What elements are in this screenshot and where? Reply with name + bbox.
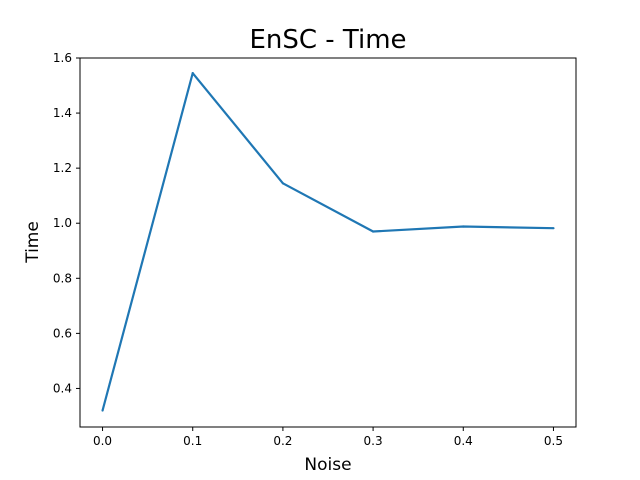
y-tick-label: 1.6 [53, 51, 72, 65]
x-tick-label: 0.1 [183, 434, 202, 448]
x-tick-label: 0.0 [93, 434, 112, 448]
data-point [371, 230, 375, 233]
x-tick-label: 0.4 [454, 434, 473, 448]
data-point [101, 409, 104, 412]
y-axis-label: Time [23, 221, 43, 264]
x-tick-label: 0.3 [364, 434, 383, 448]
data-point [462, 225, 465, 228]
axis-ticks: 0.0 0.1 0.2 0.3 0.4 0.5 0.4 0.6 0.8 1.0 1.2 1.4 1.6 [53, 51, 563, 448]
x-tick-label: 0.5 [544, 434, 563, 448]
y-tick-label: 1.4 [53, 106, 72, 120]
data-point [281, 182, 285, 185]
data-point [191, 72, 194, 75]
plot-frame [79, 57, 577, 428]
series-line [101, 72, 554, 411]
y-tick-label: 0.8 [53, 271, 72, 285]
x-axis-label: Noise [304, 455, 351, 475]
y-tick-label: 0.4 [53, 381, 72, 395]
chart-title: EnSC - Time [249, 25, 406, 55]
data-point [552, 227, 555, 230]
x-tick-label: 0.2 [273, 434, 292, 448]
y-tick-label: 1.0 [53, 216, 72, 230]
plot-area [101, 72, 555, 412]
y-tick-label: 1.2 [53, 161, 72, 175]
y-tick-label: 0.6 [53, 326, 72, 340]
